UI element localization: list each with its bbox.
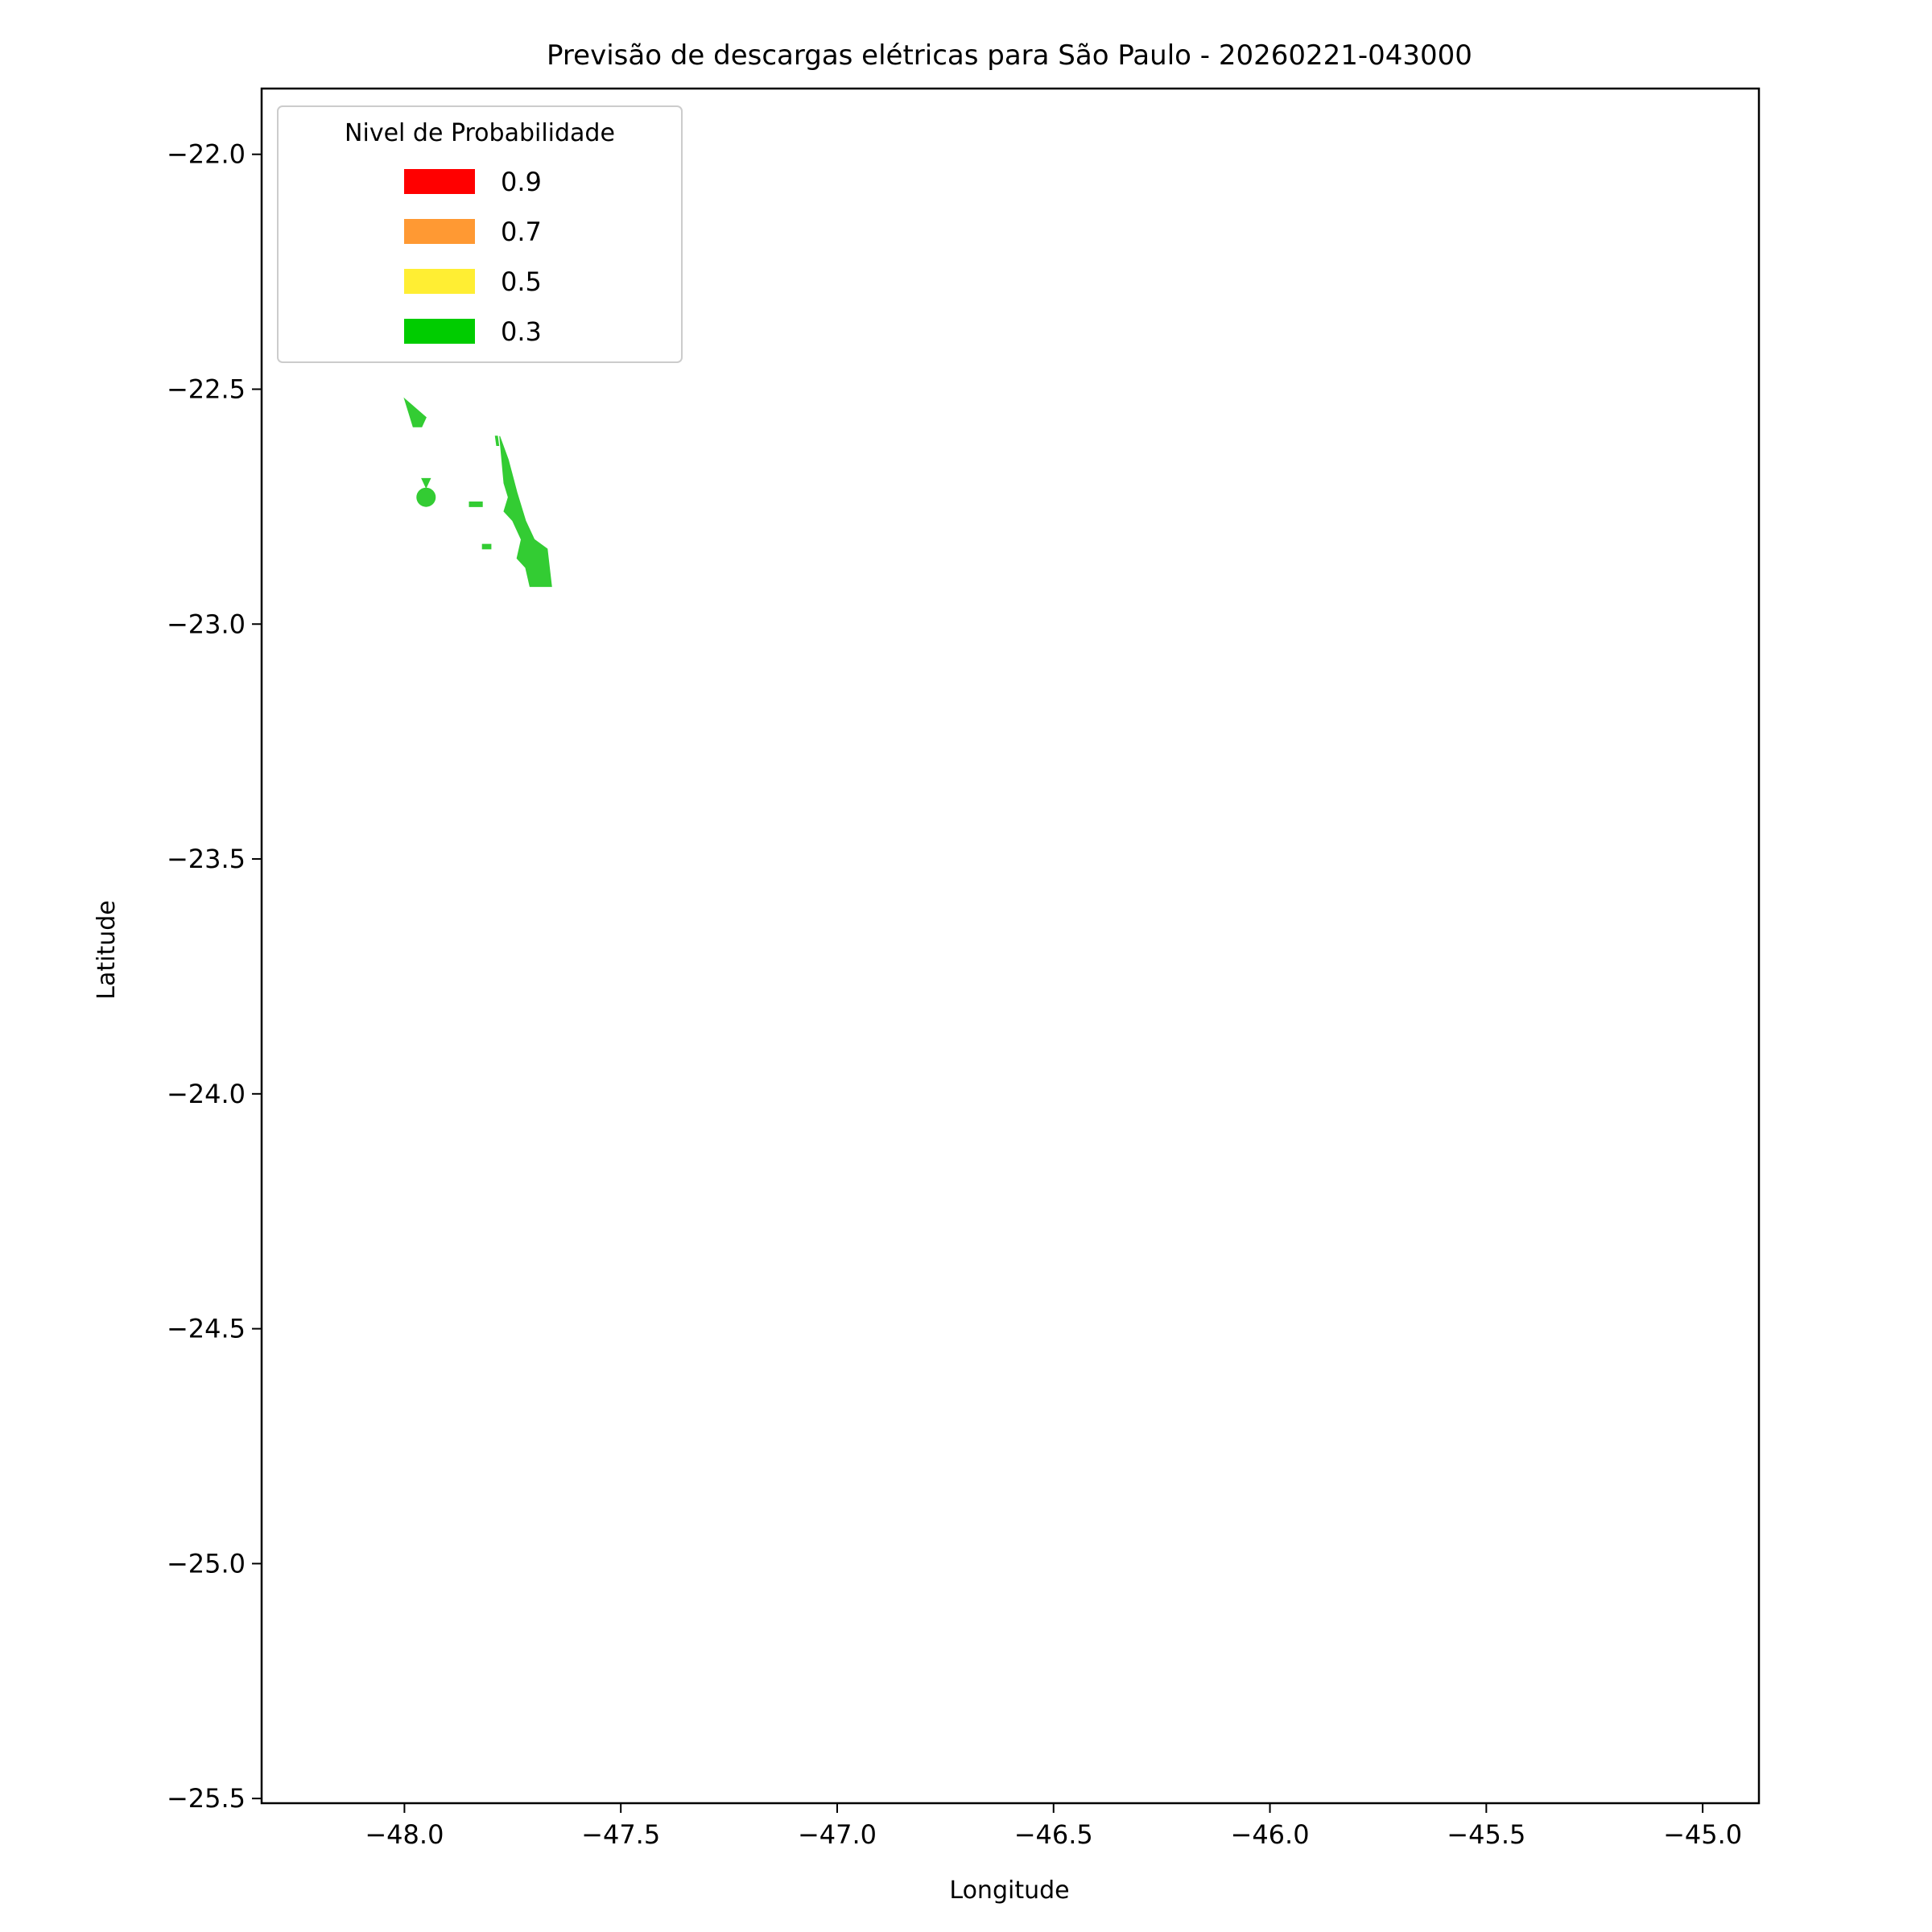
x-tick-label: −45.5 (1447, 1819, 1525, 1850)
x-tick-label: −47.0 (798, 1819, 877, 1850)
legend: Nivel de Probabilidade 0.9 0.7 0.5 0.3 (277, 105, 683, 363)
legend-entries: 0.9 0.7 0.5 0.3 (404, 167, 542, 347)
y-tick-label: −24.5 (167, 1314, 246, 1344)
y-tick-label: −22.5 (167, 374, 246, 404)
probability-region-0.3 (403, 397, 427, 427)
legend-box (277, 105, 683, 363)
legend-label: 0.9 (501, 167, 542, 197)
y-tick-label: −24.0 (167, 1079, 246, 1109)
x-tick-label: −45.0 (1663, 1819, 1742, 1850)
y-tick-label: −22.0 (167, 139, 246, 170)
legend-swatch (404, 269, 475, 294)
y-axis-label: Latitude (93, 900, 121, 999)
x-tick-label: −46.0 (1231, 1819, 1310, 1850)
x-tick-label: −47.5 (581, 1819, 660, 1850)
y-tick-label: −23.5 (167, 844, 246, 874)
x-axis-ticks: −48.0 −47.5 −47.0 −46.5 −46.0 −45.5 −45.0 (365, 1803, 1742, 1850)
legend-title: Nivel de Probabilidade (345, 119, 615, 147)
chart-title: Previsão de descargas elétricas para São… (547, 39, 1472, 72)
legend-label: 0.5 (501, 266, 542, 297)
probability-region-0.3 (469, 502, 483, 507)
x-tick-label: −46.5 (1014, 1819, 1093, 1850)
probability-point-0.3 (416, 487, 436, 507)
legend-swatch (404, 169, 475, 194)
legend-swatch (404, 319, 475, 344)
y-axis-ticks: −22.0 −22.5 −23.0 −23.5 −24.0 −24.5 −25.0 −25.5 (167, 139, 262, 1814)
legend-label: 0.3 (501, 316, 542, 347)
x-tick-label: −48.0 (365, 1819, 444, 1850)
y-tick-label: −23.0 (167, 609, 246, 639)
y-tick-label: −25.0 (167, 1548, 246, 1579)
probability-region-0.3 (499, 436, 552, 588)
y-tick-label: −25.5 (167, 1783, 246, 1814)
x-axis-label: Longitude (949, 1876, 1069, 1905)
probability-region-0.3 (421, 477, 431, 489)
legend-swatch (404, 219, 475, 244)
plot-frame (260, 87, 1761, 1805)
probability-region-0.3 (494, 436, 500, 446)
probability-region-0.3 (481, 543, 492, 550)
probability-regions (403, 397, 552, 588)
legend-label: 0.7 (501, 217, 542, 247)
